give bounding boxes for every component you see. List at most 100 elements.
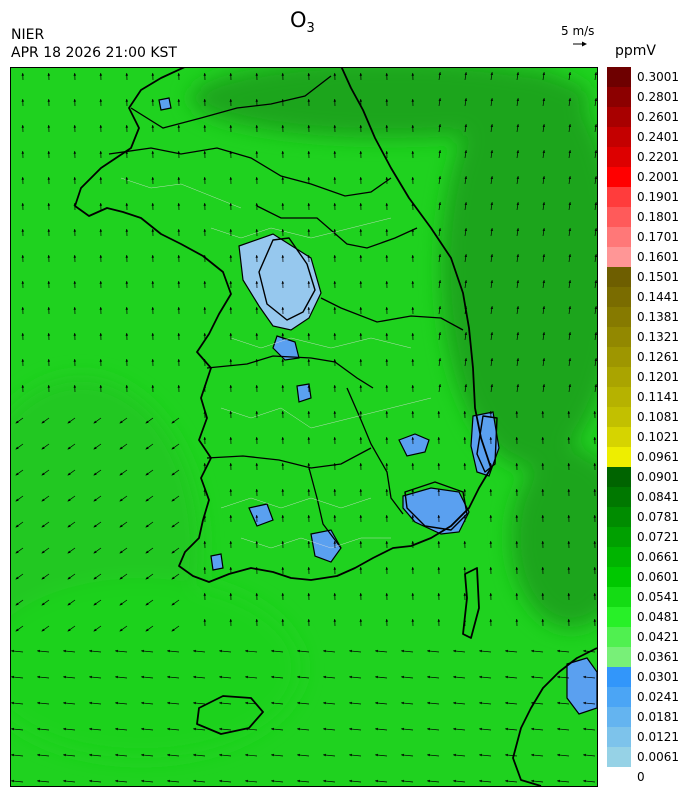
map-canvas: [11, 68, 597, 786]
wind-vector-head: [89, 649, 92, 653]
wind-vector-head: [67, 602, 71, 606]
wind-vector-head: [568, 124, 572, 127]
wind-vector-head: [229, 177, 233, 180]
wind-vector-head: [177, 333, 181, 336]
wind-vector-head: [479, 649, 482, 653]
wind-vector-head: [73, 385, 77, 388]
wind-vector-head: [73, 177, 77, 180]
wind-vector-head: [594, 384, 597, 387]
wind-vector-head: [37, 649, 40, 653]
wind-vector-head: [203, 489, 207, 492]
wind-vector-head: [63, 779, 66, 783]
wind-vector-head: [464, 358, 468, 361]
wind-vector-head: [99, 99, 103, 102]
wind-vector-head: [593, 411, 597, 414]
wind-vector-head: [177, 281, 181, 284]
wind-vector-head: [281, 541, 285, 544]
wind-vector-head: [385, 385, 389, 388]
wind-vector-head: [255, 437, 259, 440]
wind-vector-head: [453, 727, 456, 731]
wind-vector-head: [203, 203, 207, 206]
wind-vector-head: [385, 255, 389, 258]
wind-vector-head: [171, 550, 175, 554]
wind-vector-head: [93, 420, 97, 424]
wind-vector-head: [593, 567, 597, 570]
wind-vector-head: [411, 203, 415, 206]
wind-vector-head: [229, 437, 233, 440]
ulsan-outline: [476, 415, 498, 473]
wind-vector-head: [281, 281, 285, 284]
wind-vector-head: [333, 593, 337, 596]
wind-vector-head: [516, 358, 520, 361]
wind-vector-head: [385, 567, 389, 570]
wind-vector-head: [47, 177, 51, 180]
wind-vector-head: [541, 489, 545, 492]
wind-vector-head: [21, 385, 25, 388]
wind-vector-head: [437, 489, 441, 492]
wind-vector-head: [119, 628, 123, 632]
wind-vector-head: [193, 779, 196, 783]
colorbar-swatch: [607, 727, 631, 747]
wind-vector-head: [73, 203, 77, 206]
wind-vector-head: [489, 411, 493, 414]
wind-vector-head: [323, 649, 326, 653]
colorbar-swatch: [607, 527, 631, 547]
wind-vector-head: [349, 779, 352, 783]
wind-vector-head: [593, 593, 597, 596]
wind-vector-head: [41, 576, 45, 580]
ulsan-low-zone: [470, 411, 500, 477]
colorbar-swatch: [607, 587, 631, 607]
wind-vector-head: [255, 281, 259, 284]
organization-label: NIER: [11, 27, 45, 43]
wind-vector-head: [177, 125, 181, 128]
wind-vector-head: [219, 675, 222, 679]
wind-vector-head: [167, 701, 170, 705]
wind-vector-head: [151, 229, 155, 232]
wind-vector-head: [542, 98, 546, 101]
wind-vector-head: [323, 675, 326, 679]
wind-vector-head: [437, 541, 441, 544]
wind-vector-head: [385, 125, 389, 128]
wind-vector-head: [542, 124, 546, 127]
wind-vector-head: [37, 675, 40, 679]
wind-vector-head: [401, 675, 404, 679]
wind-vector-head: [323, 701, 326, 705]
wind-vector-head: [255, 255, 259, 258]
colorbar-label: 0.0301: [637, 670, 679, 684]
colorbar-label: 0: [637, 770, 645, 784]
wind-vector-head: [567, 437, 571, 440]
wind-vector-head: [151, 333, 155, 336]
wind-vector-head: [557, 727, 560, 731]
colorbar-swatch: [607, 87, 631, 107]
wind-vector-head: [594, 72, 597, 75]
wind-vector-head: [171, 602, 175, 606]
wind-vector-head: [89, 727, 92, 731]
wind-vector-head: [307, 99, 311, 102]
wind-vector-head: [99, 177, 103, 180]
wind-vector-head: [145, 628, 149, 632]
wind-vector-head: [385, 229, 389, 232]
wind-vector-head: [177, 99, 181, 102]
wind-vector-head: [489, 567, 493, 570]
wind-vector-head: [177, 255, 181, 258]
wind-vector-head: [67, 472, 71, 476]
wind-vector-head: [531, 701, 534, 705]
district-borders: [120, 177, 432, 549]
wind-vector-head: [385, 307, 389, 310]
wind-vector-head: [63, 753, 66, 757]
wind-vector-head: [333, 307, 337, 310]
wind-vector-head: [438, 358, 442, 361]
colorbar-label: 0.2201: [637, 150, 679, 164]
colorbar-swatch: [607, 67, 631, 87]
wind-vector-head: [411, 463, 415, 466]
wind-vector-head: [359, 229, 363, 232]
wind-vector-head: [229, 463, 233, 466]
wind-vector-head: [229, 125, 233, 128]
wind-vector-head: [307, 203, 311, 206]
wind-vector-head: [37, 753, 40, 757]
wind-vector-head: [89, 701, 92, 705]
wind-vector-head: [141, 753, 144, 757]
wind-vector-head: [41, 446, 45, 450]
wind-vector-head: [464, 332, 468, 335]
colorbar-swatch: [607, 447, 631, 467]
